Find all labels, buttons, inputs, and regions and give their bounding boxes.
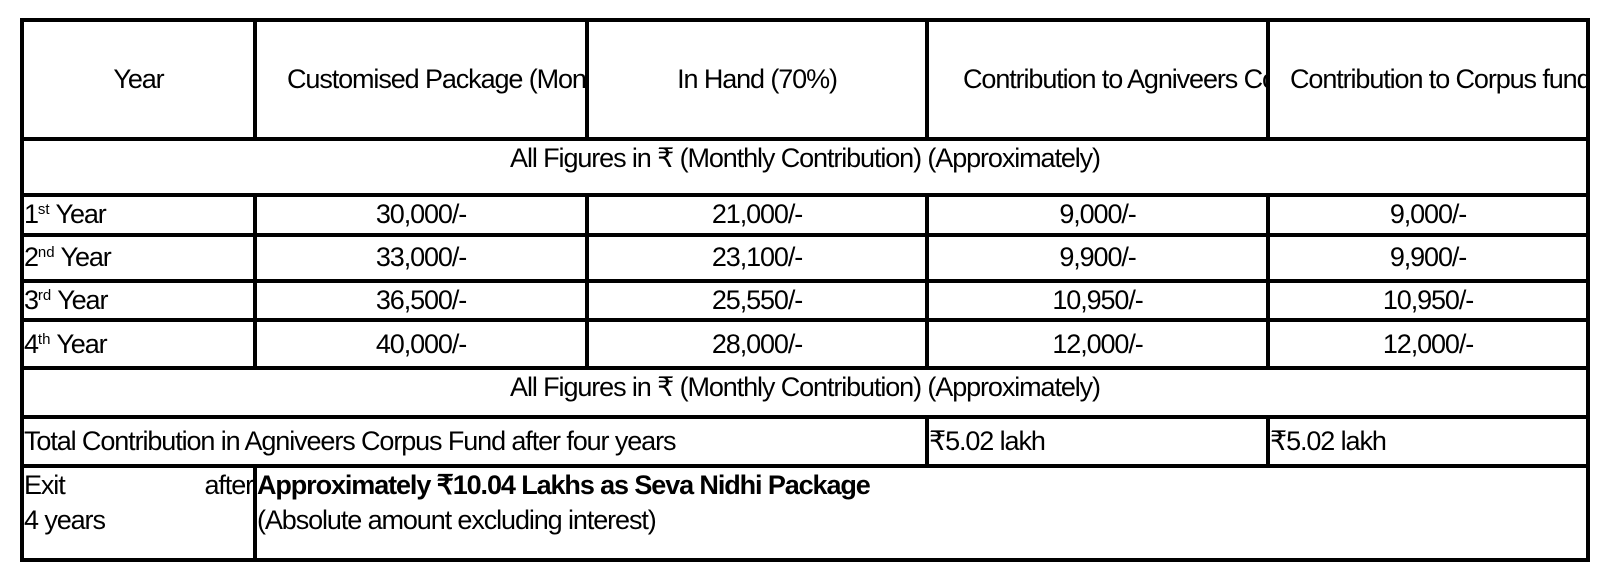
agniveer-package-table: Year Customised Package (Monthly) In Han… [20,18,1590,563]
goi-corpus-cell: 9,000/- [1266,193,1590,237]
banner-row-bottom: All Figures in ₹ (Monthly Contribution) … [20,366,1590,420]
goi-corpus-cell: 12,000/- [1266,318,1590,371]
table-row: 2nd Year 33,000/- 23,100/- 9,900/- 9,900… [20,233,1590,283]
header-in-hand: In Hand (70%) [585,18,929,141]
figures-note: All Figures in ₹ (Monthly Contribution) … [20,137,1590,197]
year-cell: 3rd Year [20,278,257,323]
header-row: Year Customised Package (Monthly) In Han… [20,18,1590,141]
header-customised-package: Customised Package (Monthly) [253,18,589,141]
seva-nidhi-amount: Approximately ₹10.04 Lakhs as Seva Nidhi… [257,470,871,501]
header-goi-corpus: Contribution to Corpus fund by GoI [1266,18,1590,141]
agniveer-corpus-cell: 9,000/- [925,193,1270,237]
package-cell: 36,500/- [253,278,589,323]
in-hand-cell: 28,000/- [585,318,929,371]
agniveer-corpus-cell: 9,900/- [925,233,1270,283]
agniveer-corpus-cell: 10,950/- [925,278,1270,323]
goi-corpus-cell: 10,950/- [1266,278,1590,323]
table-row: 3rd Year 36,500/- 25,550/- 10,950/- 10,9… [20,278,1590,323]
total-row: Total Contribution in Agniveers Corpus F… [20,415,1590,469]
total-goi-corpus: ₹5.02 lakh [1266,415,1590,469]
package-cell: 40,000/- [253,318,589,371]
table-row: 4th Year 40,000/- 28,000/- 12,000/- 12,0… [20,318,1590,371]
header-year: Year [20,18,257,141]
in-hand-cell: 23,100/- [585,233,929,283]
total-label: Total Contribution in Agniveers Corpus F… [20,415,929,469]
in-hand-cell: 25,550/- [585,278,929,323]
year-cell: 4th Year [20,318,257,371]
exit-label: Exit after 4 years [20,464,257,563]
in-hand-cell: 21,000/- [585,193,929,237]
exit-row: Exit after 4 years Approximately ₹10.04 L… [20,464,1590,563]
header-agniveer-corpus: Contribution to Agniveers Corpus Fund (3… [925,18,1270,141]
figures-note: All Figures in ₹ (Monthly Contribution) … [20,366,1590,420]
goi-corpus-cell: 9,900/- [1266,233,1590,283]
table-row: 1st Year 30,000/- 21,000/- 9,000/- 9,000… [20,193,1590,237]
package-cell: 30,000/- [253,193,589,237]
package-cell: 33,000/- [253,233,589,283]
exit-value: Approximately ₹10.04 Lakhs as Seva Nidhi… [253,464,1590,563]
year-cell: 2nd Year [20,233,257,283]
agniveer-corpus-cell: 12,000/- [925,318,1270,371]
banner-row-top: All Figures in ₹ (Monthly Contribution) … [20,137,1590,197]
year-cell: 1st Year [20,193,257,237]
seva-nidhi-note: (Absolute amount excluding interest) [257,505,657,536]
total-agniveer-corpus: ₹5.02 lakh [925,415,1270,469]
